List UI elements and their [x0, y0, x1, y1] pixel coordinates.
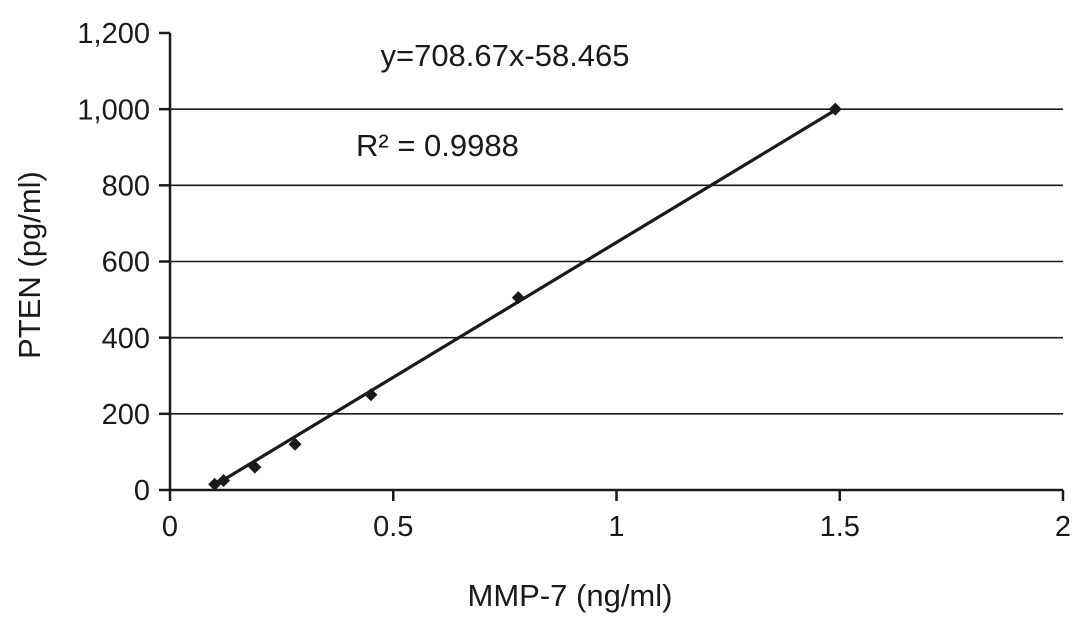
x-tick-label-2: 2: [1055, 511, 1071, 543]
data-point-1: [217, 473, 231, 487]
y-tick-label-800: 800: [102, 170, 150, 202]
data-point-3: [288, 437, 302, 451]
data-point-4: [364, 388, 378, 402]
x-tick-label-0.5: 0.5: [373, 511, 413, 543]
y-tick-label-1200: 1,200: [77, 18, 150, 50]
tick-labels: 0 200 400 600 800 1,000 1,200 0 0.5 1 1.5 2: [77, 18, 1071, 543]
data-point-5: [511, 291, 525, 305]
y-tick-label-400: 400: [102, 323, 150, 355]
y-axis-title: PTEN (pg/ml): [12, 171, 47, 359]
trendline: [213, 108, 837, 487]
y-tick-label-1000: 1,000: [77, 94, 150, 126]
tick-marks: [159, 31, 1065, 501]
x-tick-label-1.5: 1.5: [820, 511, 860, 543]
y-tick-label-200: 200: [102, 399, 150, 431]
y-tick-label-0: 0: [134, 475, 150, 507]
gridlines: [170, 108, 1063, 415]
data-point-6: [828, 102, 842, 116]
data-point-2: [248, 460, 262, 474]
regression-line: [213, 108, 837, 487]
r-squared-label: R² = 0.9988: [356, 128, 519, 163]
data-points: [208, 102, 842, 491]
x-tick-label-0: 0: [162, 511, 178, 543]
equation-label: y=708.67x-58.465: [380, 38, 629, 73]
x-axis-title: MMP-7 (ng/ml): [468, 578, 673, 613]
y-tick-label-600: 600: [102, 247, 150, 279]
x-tick-label-1: 1: [608, 511, 624, 543]
